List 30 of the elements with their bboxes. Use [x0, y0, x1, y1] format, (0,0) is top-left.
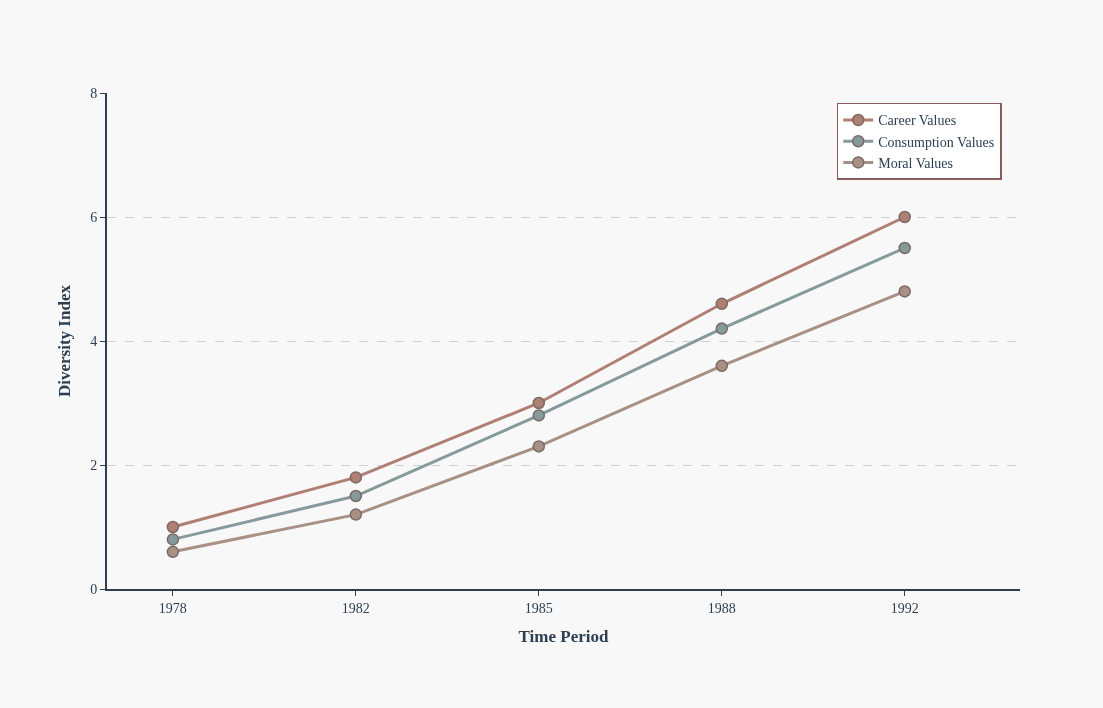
point: [898, 285, 911, 298]
x-tick-label: 1982: [341, 600, 370, 616]
x-axis-title: Time Period: [518, 626, 609, 646]
point: [898, 241, 911, 255]
legend-label: Moral Values: [878, 155, 954, 171]
y-axis-title: Diversity Index: [55, 284, 75, 397]
point: [349, 508, 363, 521]
x-tick-label: 1985: [524, 600, 553, 616]
legend-label: Consumption Values: [878, 134, 995, 150]
point: [532, 440, 546, 453]
point: [349, 471, 363, 484]
point: [166, 520, 180, 534]
x-tick-label: 1978: [158, 600, 187, 616]
point: [715, 322, 729, 335]
y-tick-label: 0: [90, 581, 98, 597]
y-tick-label: 2: [90, 457, 98, 473]
point: [898, 210, 911, 224]
point: [166, 533, 180, 546]
point: [532, 409, 546, 422]
x-tick-label: 1992: [890, 600, 919, 616]
y-tick-label: 6: [90, 209, 98, 225]
point: [349, 489, 363, 503]
legend-label: Career Values: [878, 113, 957, 129]
y-tick-label: 4: [90, 333, 98, 349]
x-tick-label: 1988: [707, 600, 736, 616]
point: [532, 396, 546, 410]
point: [166, 545, 180, 559]
point: [715, 297, 729, 311]
y-tick-label: 8: [90, 85, 98, 101]
point: [715, 359, 729, 373]
